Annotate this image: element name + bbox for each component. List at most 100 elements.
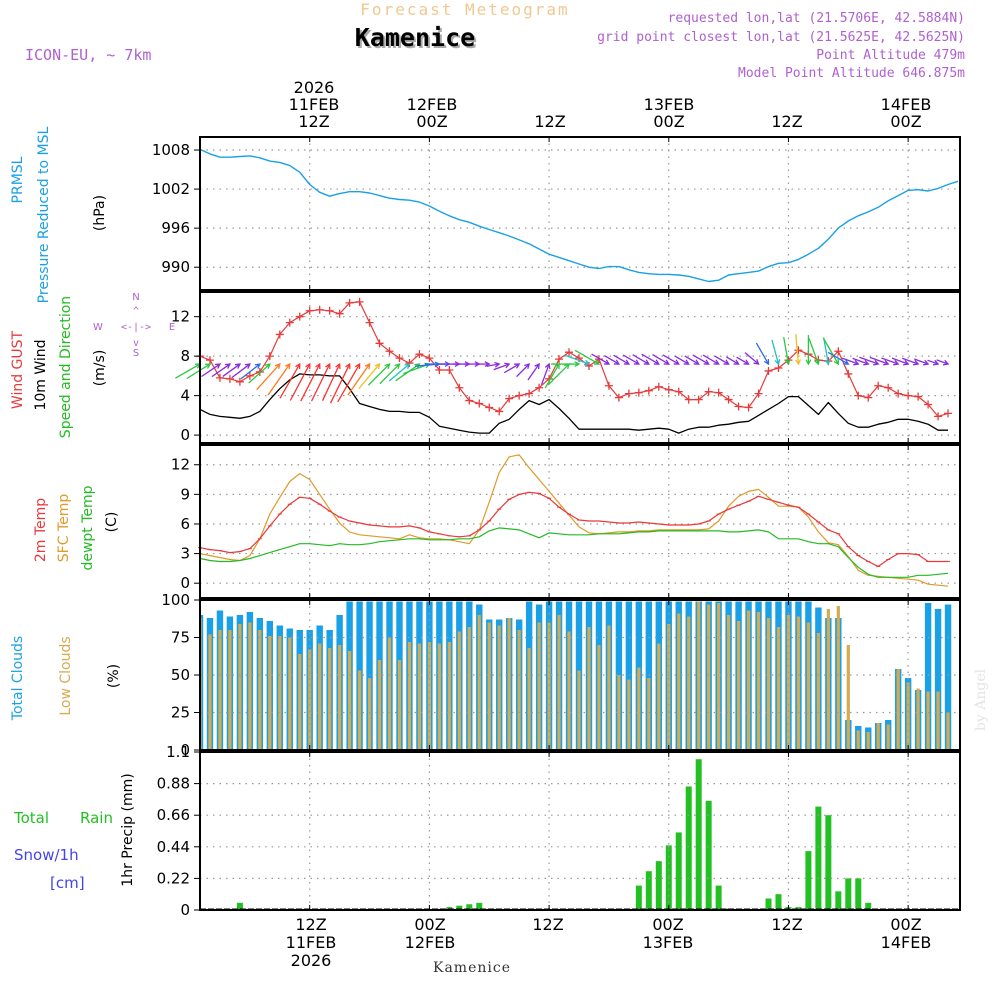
ytick-label: 3: [180, 545, 190, 563]
wind-arrow-head: [414, 363, 421, 369]
rain-bar: [635, 885, 642, 910]
bottom-axis-day: 12FEB: [405, 933, 456, 952]
gust-marker: [794, 346, 803, 355]
rain-bar: [715, 885, 722, 910]
wind-arrow-shaft: [808, 338, 819, 365]
precip-ylabel: 1hr Precip (mm): [120, 773, 136, 886]
wind-arrow-shaft: [337, 363, 361, 403]
wind-arrow-shaft: [516, 363, 530, 378]
ytick-label: 12: [171, 308, 190, 326]
cloud-ylabel-total: Total Clouds: [10, 636, 26, 721]
rain-bar: [476, 902, 483, 910]
low-cloud-bar: [367, 678, 372, 750]
low-cloud-bar: [567, 631, 571, 750]
low-cloud-bar: [477, 615, 481, 750]
compass-west: W: [93, 322, 103, 333]
low-cloud-bar: [946, 712, 950, 750]
low-cloud-bar: [268, 636, 272, 750]
gust-marker: [305, 306, 314, 315]
cloud-ylabel-units: (%): [106, 664, 122, 688]
low-cloud-bar: [248, 622, 252, 750]
wind-ylabel-units: (m/s): [92, 350, 108, 387]
gust-marker: [395, 354, 404, 363]
top-axis-year: 2026: [294, 78, 335, 97]
gust-marker: [455, 383, 464, 392]
low-cloud-bar: [657, 643, 661, 750]
wind-arrow-head: [574, 361, 581, 368]
wind-arrow-shaft: [852, 357, 869, 365]
gust-marker: [874, 381, 883, 390]
low-cloud-bar: [497, 625, 501, 750]
ytick-layer: 9909961002100804812036912025507510000.22…: [152, 137, 909, 919]
low-cloud-bar: [707, 604, 711, 750]
wind-arrow-head: [913, 359, 920, 366]
wind-arrow-shaft: [186, 363, 211, 380]
wind-arrow-head: [284, 362, 291, 370]
rain-bar: [825, 815, 832, 910]
gust-marker: [285, 318, 294, 327]
wind-arrow-head: [795, 359, 802, 366]
gust-marker: [205, 356, 214, 365]
wind-ylabel-speed-dir: Speed and Direction: [58, 296, 74, 438]
wind-arrow-head: [633, 359, 641, 365]
wind-arrow-shaft: [248, 363, 271, 384]
wind-arrow-shaft: [662, 354, 680, 365]
low-cloud-bar: [836, 606, 840, 750]
ytick-label: 100: [161, 591, 190, 609]
temp-ylabel-sfc: SFC Temp: [56, 494, 72, 563]
gust-marker: [894, 389, 903, 398]
wind-arrow-head: [873, 359, 880, 366]
low-cloud-bar: [776, 627, 781, 750]
wind-arrow-head: [364, 362, 371, 370]
low-cloud-bar: [906, 682, 910, 750]
precip-label-rain: Rain: [80, 809, 113, 827]
ytick-label: 1002: [152, 180, 190, 198]
low-cloud-bar: [447, 642, 451, 750]
footer-location: Kamenice: [433, 960, 511, 976]
wind-arrow-shaft: [684, 355, 700, 365]
rain-bar: [835, 891, 842, 910]
gust-marker: [744, 403, 753, 412]
low-cloud-bar: [826, 609, 830, 750]
low-cloud-bar: [487, 622, 491, 750]
ytick-label: 0: [180, 574, 190, 592]
low-cloud-bar: [727, 615, 731, 750]
rain-bar: [815, 806, 822, 910]
frames-layer: [199, 136, 961, 911]
gust-marker: [844, 369, 853, 378]
gust-marker: [724, 395, 733, 404]
gust-marker: [904, 391, 913, 400]
gust-marker: [515, 391, 524, 400]
ytick-label: 4: [180, 387, 190, 405]
low-cloud-bar: [846, 645, 850, 750]
location-shadow: Kamenice: [357, 25, 477, 54]
wind-arrow-shaft: [822, 337, 839, 365]
gust-marker: [235, 377, 244, 386]
wind-arrow-shaft: [256, 363, 281, 391]
bars-layer: [200, 601, 952, 910]
wind-arrow-head: [494, 361, 501, 368]
gust-marker: [525, 389, 534, 398]
low-cloud-bar: [677, 613, 681, 750]
low-cloud-bar: [647, 678, 651, 750]
wind-arrow-shaft: [692, 354, 709, 365]
low-cloud-bar: [856, 730, 860, 750]
wind-arrow-shaft: [540, 363, 550, 385]
gust-marker: [774, 363, 783, 372]
total-cloud-bar: [934, 609, 942, 750]
wind-arrow-shaft: [927, 359, 939, 365]
wind-arrow-head: [504, 362, 511, 369]
low-cloud-bar: [517, 630, 521, 750]
wind-arrow-shaft: [736, 356, 749, 365]
low-cloud-bar: [557, 615, 561, 750]
wind-arrow-shaft: [547, 363, 570, 386]
ytick-label: 996: [161, 219, 190, 237]
precip-label-total: Total: [13, 809, 49, 827]
ytick-label: 1.1: [166, 743, 190, 761]
ytick-label: 12: [171, 456, 190, 474]
wind-arrow-head: [514, 363, 521, 369]
low-cloud-bar: [786, 615, 791, 750]
wind-arrow-head: [683, 359, 690, 365]
compass-east: E: [169, 322, 175, 333]
wind-arrow-shaft: [358, 363, 381, 390]
